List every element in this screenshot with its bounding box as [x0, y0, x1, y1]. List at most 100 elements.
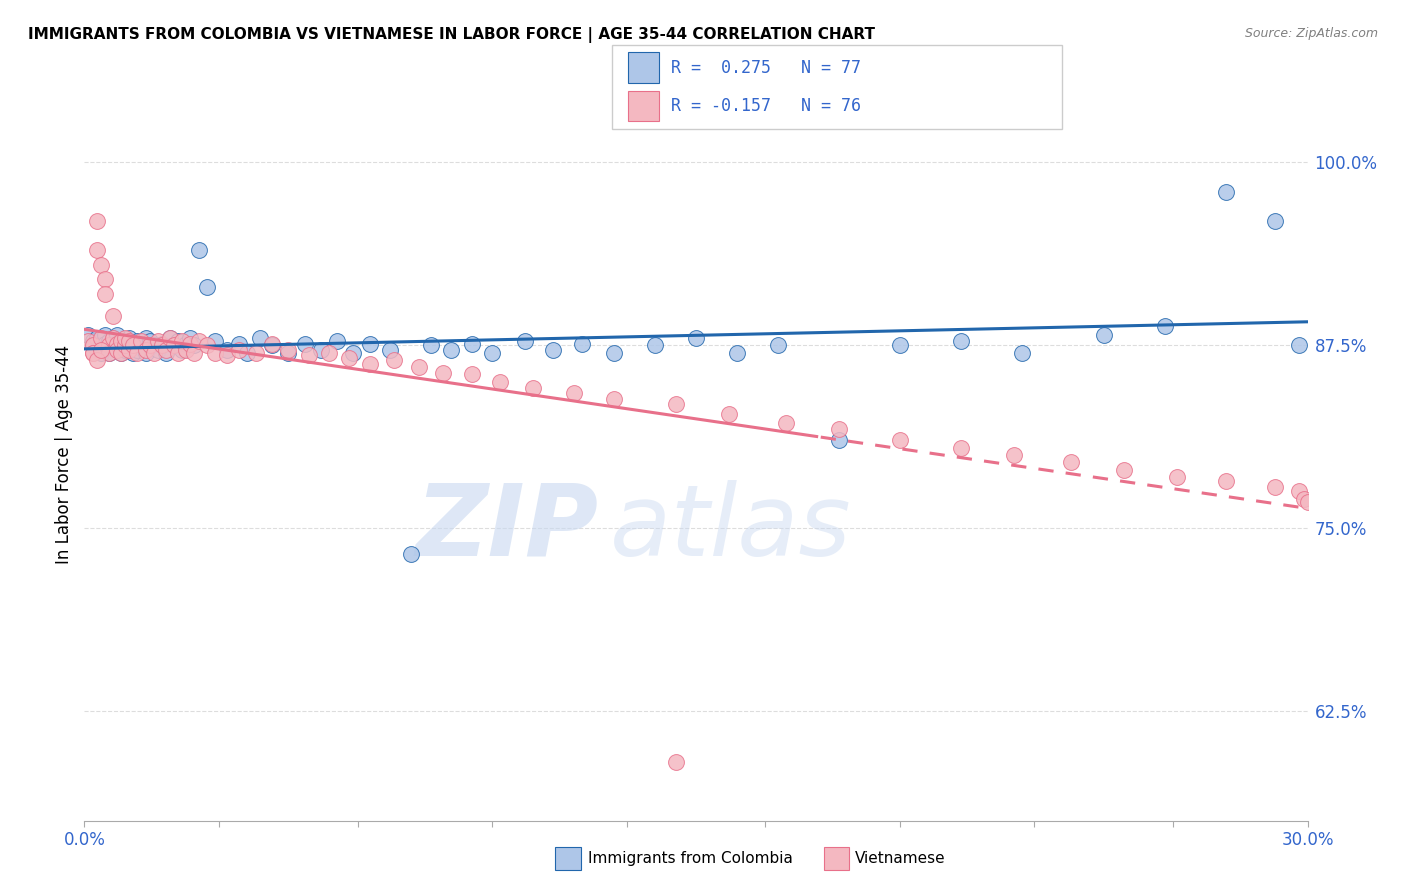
Point [183, 338, 205, 352]
Point [187, 243, 209, 257]
Point [571, 336, 593, 351]
Point [82, 338, 104, 352]
Point [105, 336, 128, 351]
Point [127, 345, 149, 359]
Point [725, 345, 748, 359]
Point [101, 309, 124, 323]
Point [359, 336, 381, 351]
Point [90, 345, 112, 359]
Point [1011, 345, 1033, 359]
Point [90, 258, 112, 272]
Point [86, 352, 108, 367]
Point [245, 345, 267, 359]
Point [118, 343, 141, 357]
Point [828, 434, 851, 448]
Point [110, 345, 132, 359]
Point [86, 331, 108, 345]
Point [77, 334, 100, 348]
Point [90, 331, 112, 345]
Point [93, 272, 117, 286]
Point [122, 338, 145, 352]
Point [461, 368, 484, 382]
Point [183, 345, 205, 359]
Point [114, 331, 136, 345]
Text: R =  0.275   N = 77: R = 0.275 N = 77 [671, 59, 860, 77]
Point [326, 334, 349, 348]
Point [118, 334, 141, 348]
Point [277, 343, 299, 357]
Point [889, 338, 911, 352]
Point [135, 345, 157, 359]
Point [1092, 328, 1115, 343]
Point [155, 343, 177, 357]
Point [90, 343, 112, 357]
Point [217, 343, 239, 357]
Point [318, 345, 340, 359]
Text: Immigrants from Colombia: Immigrants from Colombia [588, 852, 793, 866]
Point [1264, 214, 1286, 228]
Text: Vietnamese: Vietnamese [855, 852, 945, 866]
Point [380, 343, 402, 357]
Text: ZIP: ZIP [415, 480, 598, 576]
Point [461, 336, 484, 351]
Point [97, 345, 120, 359]
Point [513, 334, 536, 348]
Point [77, 328, 100, 343]
Point [176, 343, 198, 357]
Point [1215, 475, 1237, 489]
Point [138, 334, 160, 348]
Point [1154, 319, 1177, 334]
Point [110, 345, 132, 359]
Point [249, 331, 271, 345]
Point [105, 343, 128, 357]
Point [155, 345, 177, 359]
Point [82, 334, 104, 348]
Point [86, 343, 108, 357]
Point [1215, 185, 1237, 199]
Text: R = -0.157   N = 76: R = -0.157 N = 76 [671, 96, 860, 115]
Point [775, 416, 797, 430]
Point [114, 334, 136, 348]
Point [522, 381, 544, 395]
Point [665, 755, 688, 769]
Point [260, 338, 283, 352]
Point [236, 345, 259, 359]
Point [359, 357, 381, 371]
Point [159, 331, 181, 345]
Point [86, 243, 108, 257]
Point [1296, 494, 1319, 508]
Point [93, 336, 117, 351]
Point [97, 338, 120, 352]
Point [110, 334, 132, 348]
Point [105, 336, 128, 351]
Point [122, 336, 145, 351]
Point [122, 345, 145, 359]
Point [105, 328, 128, 343]
Point [382, 352, 405, 367]
Point [562, 386, 585, 401]
Point [277, 345, 299, 359]
Point [950, 441, 973, 455]
Text: IMMIGRANTS FROM COLOMBIA VS VIETNAMESE IN LABOR FORCE | AGE 35-44 CORRELATION CH: IMMIGRANTS FROM COLOMBIA VS VIETNAMESE I… [28, 27, 875, 43]
Point [204, 345, 226, 359]
Point [101, 338, 124, 352]
Point [179, 336, 201, 351]
Point [131, 338, 153, 352]
Point [93, 328, 117, 343]
Point [766, 338, 789, 352]
Point [644, 338, 666, 352]
Point [228, 336, 250, 351]
Point [150, 338, 173, 352]
Point [167, 334, 190, 348]
Point [93, 287, 117, 301]
Point [101, 331, 124, 345]
Point [118, 338, 141, 352]
Point [90, 338, 112, 352]
Point [217, 348, 239, 362]
Point [339, 351, 361, 366]
Point [176, 336, 198, 351]
Point [172, 334, 194, 348]
Point [127, 334, 149, 348]
Point [1264, 480, 1286, 494]
Point [481, 345, 503, 359]
